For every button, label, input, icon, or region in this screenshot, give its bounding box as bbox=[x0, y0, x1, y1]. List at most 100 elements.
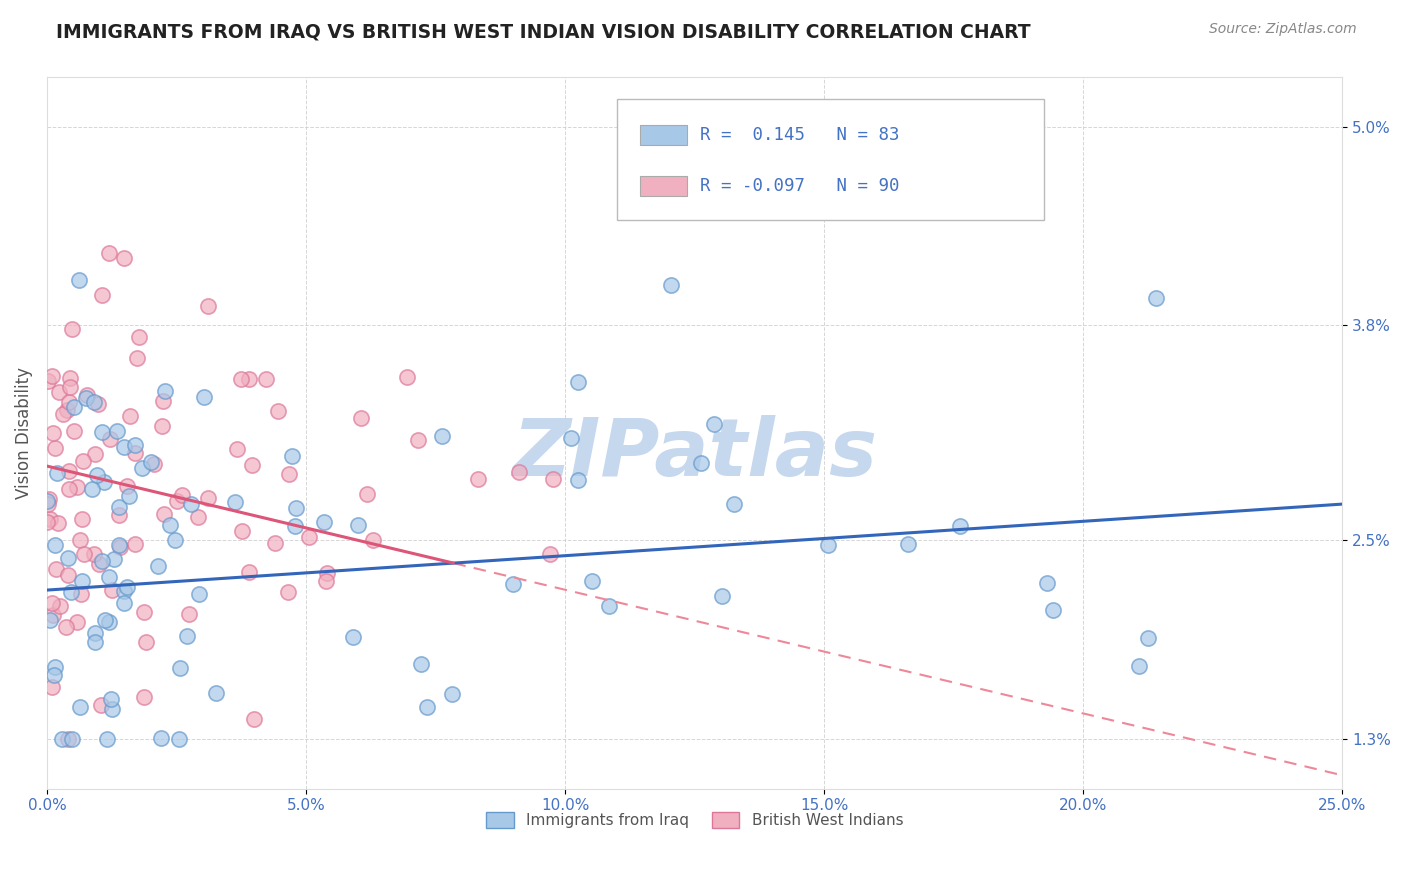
Point bbox=[124, 536, 146, 550]
Point bbox=[502, 577, 524, 591]
Point bbox=[254, 371, 277, 385]
Point bbox=[187, 509, 209, 524]
Point bbox=[55, 620, 77, 634]
Point bbox=[97, 245, 120, 260]
Point bbox=[86, 468, 108, 483]
Point bbox=[58, 380, 80, 394]
Point bbox=[58, 463, 80, 477]
Text: Source: ZipAtlas.com: Source: ZipAtlas.com bbox=[1209, 22, 1357, 37]
Point bbox=[152, 507, 174, 521]
Point bbox=[567, 375, 589, 389]
Point bbox=[76, 388, 98, 402]
Point bbox=[197, 491, 219, 505]
Point bbox=[83, 447, 105, 461]
Point bbox=[103, 551, 125, 566]
Point bbox=[69, 533, 91, 547]
Point bbox=[150, 731, 173, 746]
Point bbox=[48, 516, 70, 530]
Point bbox=[179, 607, 201, 622]
Point bbox=[238, 565, 260, 579]
Point bbox=[83, 395, 105, 409]
Point bbox=[115, 479, 138, 493]
Point bbox=[101, 582, 124, 597]
Text: R = -0.097   N = 90: R = -0.097 N = 90 bbox=[700, 177, 900, 194]
Point bbox=[432, 428, 454, 442]
Point bbox=[131, 461, 153, 475]
Point bbox=[48, 384, 70, 399]
Point bbox=[159, 517, 181, 532]
Point bbox=[948, 519, 970, 533]
Point bbox=[59, 371, 82, 385]
Point bbox=[93, 613, 115, 627]
Point bbox=[703, 417, 725, 432]
Point bbox=[560, 431, 582, 445]
Point bbox=[231, 524, 253, 539]
Point bbox=[70, 512, 93, 526]
Point bbox=[467, 472, 489, 486]
Point bbox=[112, 596, 135, 610]
Point bbox=[98, 433, 121, 447]
Point bbox=[415, 699, 437, 714]
FancyBboxPatch shape bbox=[640, 176, 688, 195]
Point bbox=[56, 550, 79, 565]
Point bbox=[58, 482, 80, 496]
Point bbox=[395, 370, 418, 384]
Point bbox=[98, 615, 121, 629]
Text: IMMIGRANTS FROM IRAQ VS BRITISH WEST INDIAN VISION DISABILITY CORRELATION CHART: IMMIGRANTS FROM IRAQ VS BRITISH WEST IND… bbox=[56, 22, 1031, 41]
Point bbox=[108, 508, 131, 522]
Point bbox=[72, 454, 94, 468]
Point bbox=[56, 731, 79, 746]
Point bbox=[342, 630, 364, 644]
Point bbox=[91, 288, 114, 302]
Point bbox=[91, 554, 114, 568]
Point bbox=[89, 557, 111, 571]
Point bbox=[42, 668, 65, 682]
Legend: Immigrants from Iraq, British West Indians: Immigrants from Iraq, British West India… bbox=[479, 806, 910, 834]
Point bbox=[105, 424, 128, 438]
Point bbox=[356, 486, 378, 500]
Text: ZIPatlas: ZIPatlas bbox=[512, 416, 877, 493]
Point bbox=[124, 438, 146, 452]
Point bbox=[58, 395, 80, 409]
Point bbox=[42, 608, 65, 623]
Point bbox=[238, 372, 260, 386]
Point bbox=[166, 494, 188, 508]
Point bbox=[60, 731, 83, 746]
Point bbox=[51, 731, 73, 746]
Point bbox=[723, 497, 745, 511]
Point bbox=[361, 533, 384, 548]
Point bbox=[112, 584, 135, 599]
Point bbox=[41, 596, 63, 610]
Point bbox=[69, 700, 91, 714]
Point bbox=[281, 449, 304, 463]
Point bbox=[41, 680, 63, 694]
Point bbox=[59, 585, 82, 599]
Point bbox=[70, 574, 93, 589]
Point bbox=[73, 547, 96, 561]
Point bbox=[96, 731, 118, 746]
Point bbox=[176, 629, 198, 643]
Text: R =  0.145   N = 83: R = 0.145 N = 83 bbox=[700, 126, 900, 144]
Point bbox=[135, 635, 157, 649]
Point bbox=[229, 372, 252, 386]
Point bbox=[91, 425, 114, 439]
FancyBboxPatch shape bbox=[617, 99, 1045, 219]
Point bbox=[38, 491, 60, 506]
Point bbox=[187, 587, 209, 601]
Point bbox=[141, 455, 163, 469]
Point bbox=[42, 426, 65, 441]
Point bbox=[38, 614, 60, 628]
Point bbox=[41, 369, 63, 384]
Point bbox=[1042, 603, 1064, 617]
Point bbox=[541, 472, 564, 486]
Point bbox=[132, 690, 155, 705]
Point bbox=[83, 635, 105, 649]
Point bbox=[44, 660, 66, 674]
Point bbox=[170, 488, 193, 502]
Point bbox=[44, 441, 66, 455]
Point bbox=[278, 467, 301, 481]
Point bbox=[63, 425, 86, 439]
Point bbox=[63, 401, 86, 415]
Point bbox=[167, 731, 190, 746]
Point bbox=[169, 661, 191, 675]
